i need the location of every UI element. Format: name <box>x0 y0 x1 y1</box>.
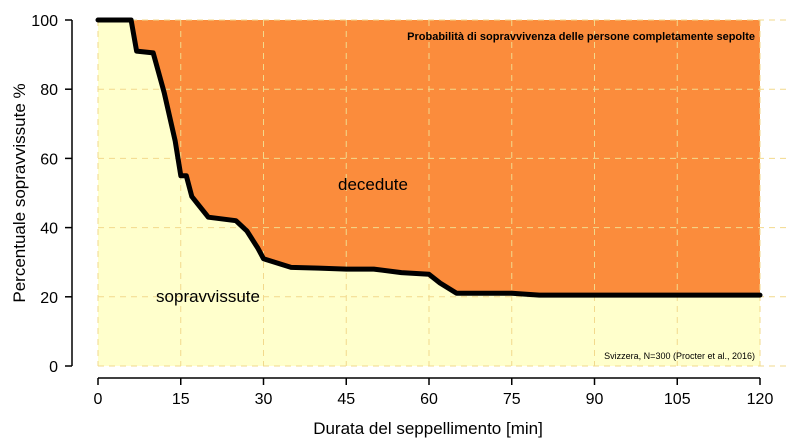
y-tick-label: 40 <box>40 221 58 238</box>
x-tick-label: 90 <box>586 391 604 408</box>
chart-title: Probabilità di sopravvivenza delle perso… <box>407 31 755 43</box>
survival-curve <box>95 17 763 298</box>
x-tick-label: 30 <box>255 391 273 408</box>
survivors-area <box>98 20 760 366</box>
source-note: Svizzera, N=300 (Procter et al., 2016) <box>604 351 755 361</box>
axes: 0 15 30 45 60 75 90 105 120 0 20 40 60 80 100 <box>31 13 773 408</box>
x-tick-label: 15 <box>172 391 190 408</box>
x-tick-label: 105 <box>664 391 691 408</box>
region-label-deceased: decedute <box>338 175 408 194</box>
y-tick-label: 80 <box>40 82 58 99</box>
x-tick-label: 45 <box>337 391 355 408</box>
y-tick-label: 100 <box>31 13 58 30</box>
y-tick-label: 60 <box>40 151 58 168</box>
survival-curve-group <box>95 17 763 298</box>
region-label-survivors: sopravvissute <box>156 287 260 306</box>
x-axis-title: Durata del seppellimento [min] <box>313 419 543 438</box>
x-tick-label: 60 <box>420 391 438 408</box>
x-tick-label: 120 <box>747 391 774 408</box>
chart-labels: Probabilità di sopravvivenza delle perso… <box>10 31 755 438</box>
x-tick-label: 75 <box>503 391 521 408</box>
y-axis-title: Percentuale sopravvissute % <box>10 83 29 302</box>
y-tick-label: 0 <box>49 359 58 376</box>
y-tick-label: 20 <box>40 290 58 307</box>
x-tick-label: 0 <box>94 391 103 408</box>
plot-regions <box>98 20 760 366</box>
